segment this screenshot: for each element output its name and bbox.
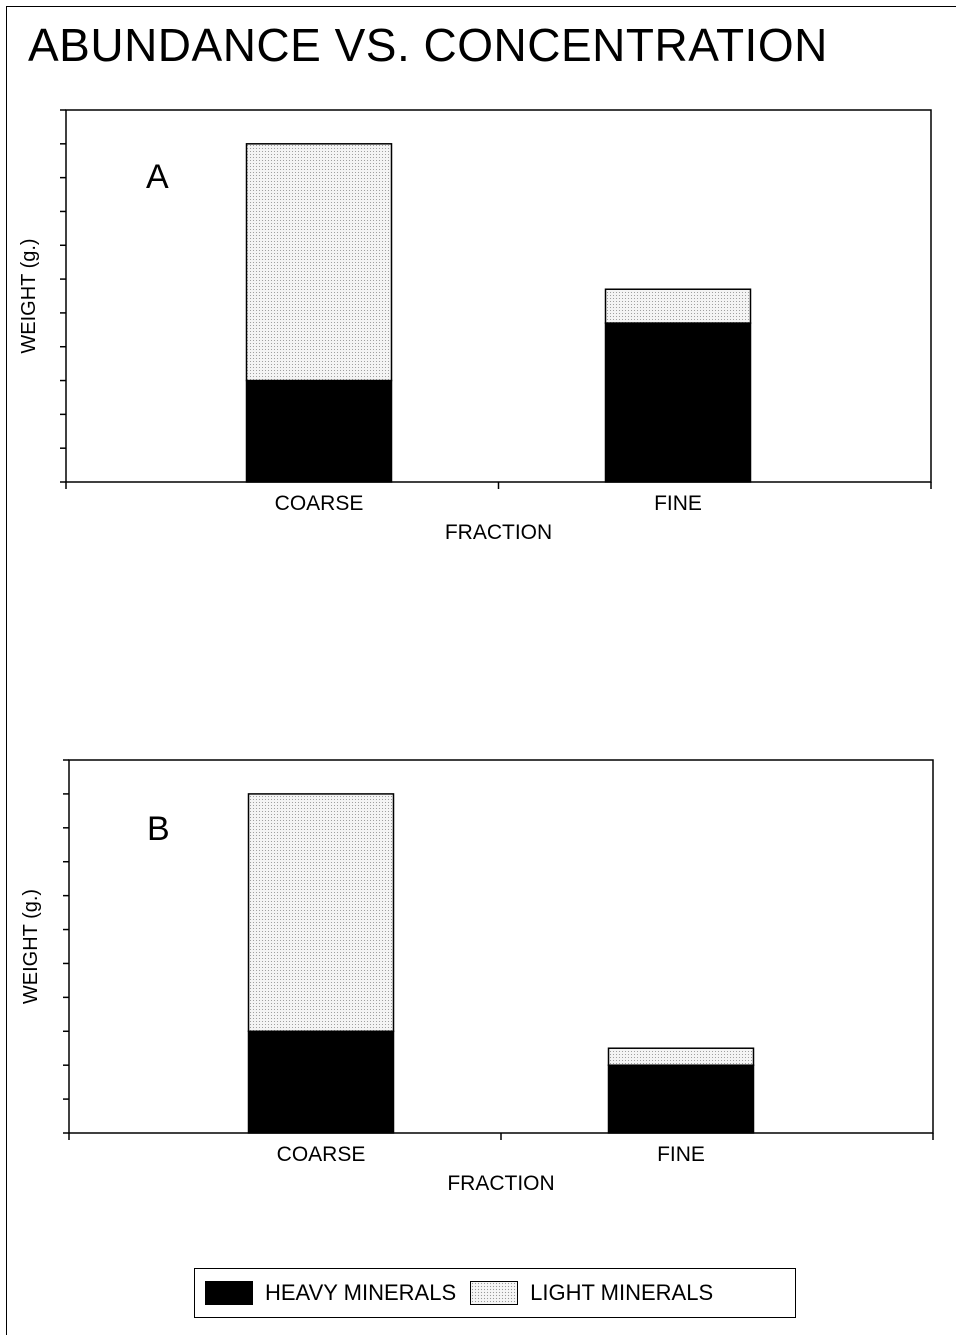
legend-swatch-heavy	[205, 1281, 253, 1305]
legend-label-light: LIGHT MINERALS	[530, 1280, 714, 1305]
panel-b-x-tick-label: COARSE	[277, 1143, 366, 1166]
panel-a-bar-fine-heavy	[604, 322, 752, 483]
panel-a-plot-frame	[65, 109, 932, 483]
panel-b-y-axis-label: WEIGHT (g.)	[20, 889, 42, 1004]
panel-a-bar-coarse-light	[245, 143, 393, 382]
panel-b-x-axis-label: FRACTION	[447, 1172, 554, 1195]
figure-title: ABUNDANCE VS. CONCENTRATION	[28, 19, 828, 71]
panel-b-x-tick-label: FINE	[657, 1143, 705, 1166]
panel-b-bar-coarse-heavy	[247, 1030, 395, 1134]
legend-swatch-light	[470, 1281, 519, 1305]
panel-b-bar-fine-light	[607, 1047, 755, 1066]
panel-a-y-axis-label: WEIGHT (g.)	[18, 238, 40, 353]
panel-b-label: B	[147, 810, 170, 848]
panel-a-x-axis-label: FRACTION	[445, 521, 552, 544]
panel-a-bar-coarse-heavy	[245, 379, 393, 483]
legend: HEAVY MINERALS LIGHT MINERALS	[194, 1268, 796, 1318]
panel-a-label: A	[146, 158, 169, 196]
panel-b-bar-fine-heavy	[607, 1064, 755, 1134]
legend-item-heavy: HEAVY MINERALS	[205, 1280, 456, 1306]
figure-frame	[6, 6, 956, 1335]
panel-a-x-tick-label: COARSE	[275, 492, 364, 515]
panel-b-bar-coarse-light	[247, 793, 395, 1033]
panel-a-x-tick-label: FINE	[654, 492, 702, 515]
legend-label-heavy: HEAVY MINERALS	[265, 1280, 457, 1305]
legend-item-light: LIGHT MINERALS	[470, 1280, 713, 1306]
panel-b-plot-frame	[68, 759, 934, 1134]
panel-a-bar-fine-light	[604, 288, 752, 324]
